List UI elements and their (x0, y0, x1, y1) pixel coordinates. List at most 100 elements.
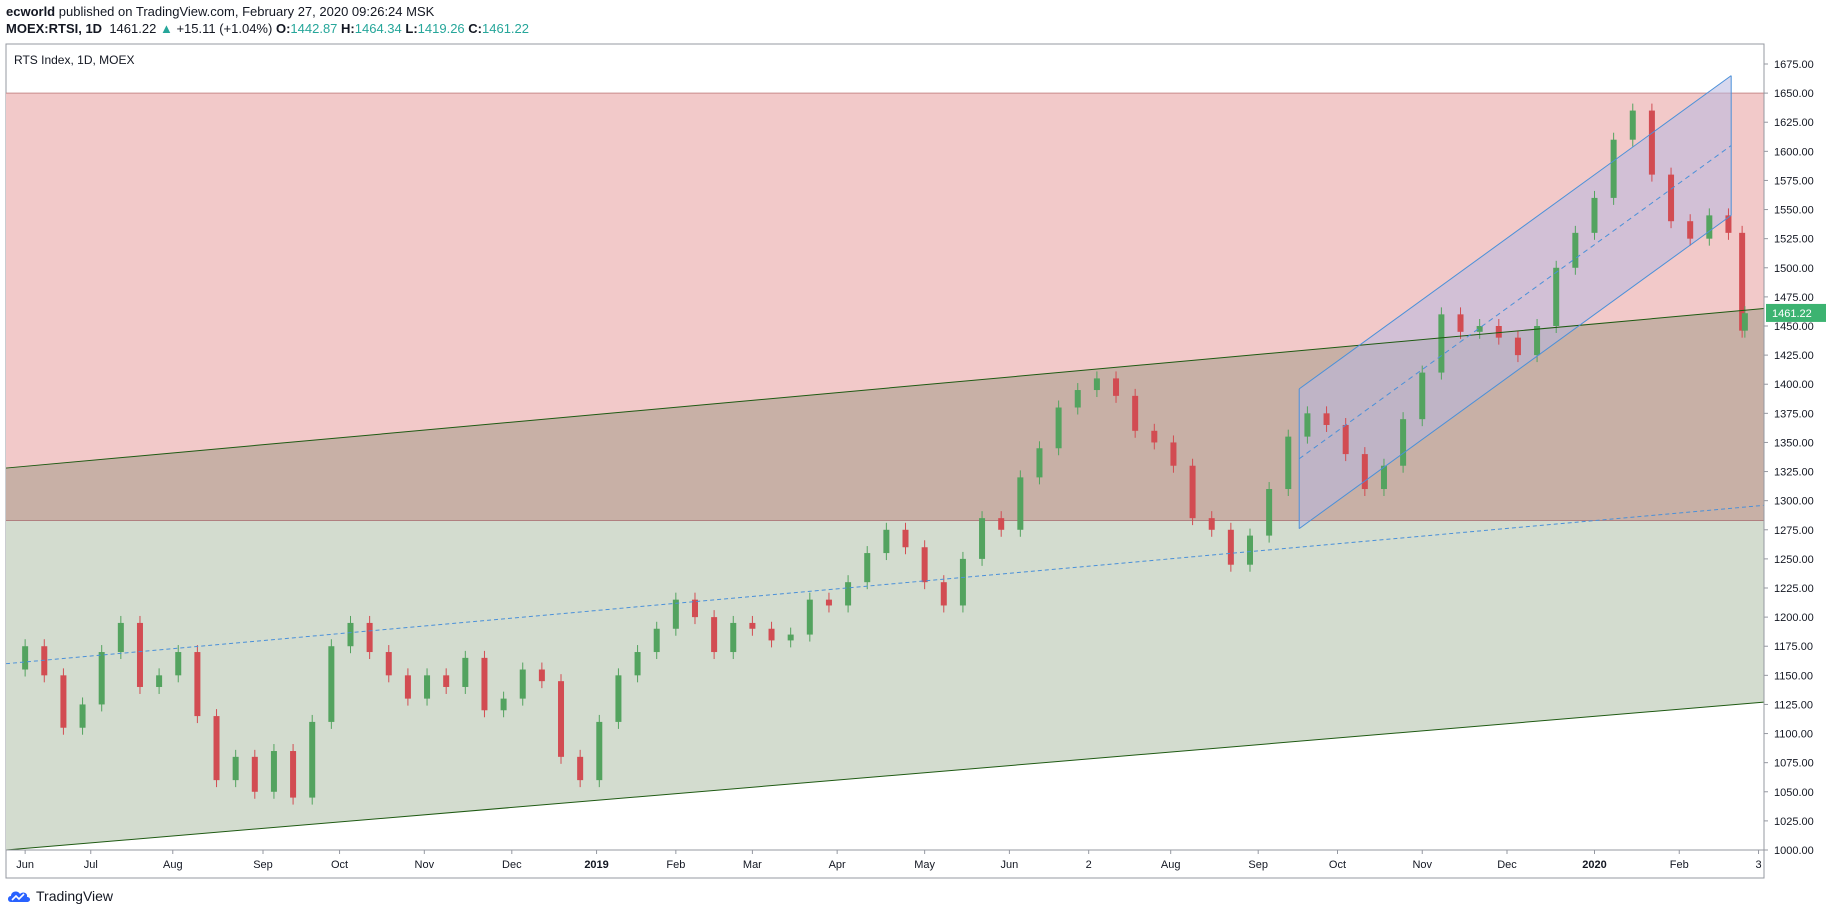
x-tick-label: Nov (1412, 859, 1432, 871)
candle-body (1304, 413, 1311, 437)
ohlc-line: MOEX:RTSI, 1D 1461.22 ▲ +15.11 (+1.04%) … (6, 21, 529, 37)
x-tick-label: Oct (1329, 859, 1346, 871)
candle-body (1739, 232, 1746, 331)
candle-body (1610, 139, 1617, 198)
candle-body (328, 646, 335, 722)
candle-body (1741, 313, 1748, 331)
candle-body (194, 652, 201, 717)
x-tick-label: Jun (1001, 859, 1019, 871)
candle-body (366, 622, 373, 653)
candle-body (270, 751, 277, 792)
y-tick-label: 1275.00 (1774, 525, 1814, 537)
y-tick-label: 1300.00 (1774, 496, 1814, 508)
candle-body (1189, 465, 1196, 519)
x-tick-label: Mar (743, 859, 762, 871)
candle-body (1036, 448, 1043, 478)
candle-body (806, 599, 813, 635)
candle-body (424, 675, 431, 699)
candle-body (1457, 314, 1464, 332)
candle-body (940, 582, 947, 606)
candle-body (79, 704, 86, 728)
publish-line: ecworld published on TradingView.com, Fe… (6, 4, 434, 20)
candle-body (768, 628, 775, 641)
candle-body (749, 622, 756, 629)
candle-body (1495, 326, 1502, 338)
author-name[interactable]: ecworld (6, 4, 56, 19)
candle-body (1438, 314, 1445, 373)
candle-body (634, 652, 641, 676)
y-tick-label: 1550.00 (1774, 205, 1814, 217)
candle-body (1725, 215, 1732, 233)
candle-body (500, 698, 507, 711)
high-label: H: (341, 21, 355, 36)
candle-body (1093, 378, 1100, 391)
lower-trend-line (5, 701, 1765, 851)
candle-body (1687, 221, 1694, 239)
candle-body (672, 599, 679, 629)
candle-body (41, 646, 48, 676)
candle-body (1017, 477, 1024, 530)
candle-body (1266, 489, 1273, 536)
candle-body (519, 669, 526, 699)
y-tick-label: 1175.00 (1774, 641, 1813, 653)
x-tick-label: Jul (84, 859, 98, 871)
last-price: 1461.22 (109, 21, 157, 36)
candle-body (730, 622, 737, 653)
candle-body (175, 652, 182, 676)
candle-body (845, 582, 852, 606)
candle-body (1648, 110, 1655, 175)
x-tick-label: Jun (16, 859, 34, 871)
x-tick-label: May (914, 859, 935, 871)
candle-body (1706, 215, 1713, 239)
close-value: 1461.22 (482, 21, 529, 36)
candle-body (1132, 395, 1139, 431)
open-label: O: (275, 21, 291, 36)
x-tick-label: 2020 (1582, 859, 1606, 871)
y-tick-label: 1125.00 (1774, 699, 1813, 711)
y-tick-label: 1400.00 (1774, 379, 1814, 391)
candle-body (309, 721, 316, 798)
candle-body (481, 657, 488, 711)
y-tick-label: 1625.00 (1774, 117, 1814, 129)
x-tick-label: Aug (163, 859, 183, 871)
y-tick-label: 1050.00 (1774, 787, 1814, 799)
x-tick-label: 2019 (584, 859, 608, 871)
x-tick-label: Dec (502, 859, 522, 871)
candle-body (1380, 465, 1387, 490)
candle-body (98, 652, 105, 705)
chart-canvas[interactable]: RTS Index, 1D, MOEX 1000.00 1025.00 1050.0… (0, 0, 1828, 880)
tradingview-cloud-icon (8, 891, 30, 902)
x-tick-label: Oct (331, 859, 348, 871)
candle-body (959, 558, 966, 606)
y-tick-label: 1225.00 (1774, 583, 1814, 595)
candle-body (1246, 535, 1253, 565)
candle-body (22, 646, 29, 670)
candle-body (615, 675, 622, 722)
candle-body (404, 675, 411, 699)
candle-body (864, 553, 871, 583)
close-label: C: (468, 21, 482, 36)
tradingview-brand: TradingView (36, 888, 114, 904)
candle-body (1342, 424, 1349, 455)
low-value: 1419.26 (417, 21, 465, 36)
y-tick-label: 1075.00 (1774, 758, 1814, 770)
candle-body (290, 751, 297, 798)
support-zone (6, 520, 1764, 850)
regression-upper-line (1298, 75, 1732, 390)
y-tick-label: 1575.00 (1774, 175, 1814, 187)
candle-body (117, 622, 124, 653)
candle-body (711, 617, 718, 653)
candle-body (1476, 326, 1483, 332)
y-tick-label: 1475.00 (1774, 292, 1814, 304)
candle-body (136, 622, 143, 687)
x-tick-label: Feb (666, 859, 685, 871)
candle-body (596, 721, 603, 781)
regression-channel-fill (1299, 75, 1732, 529)
upper-trend-line (5, 308, 1765, 469)
candle-body (213, 716, 220, 781)
candle-body (1419, 372, 1426, 420)
x-tick-label: Nov (415, 859, 435, 871)
y-tick-label: 1250.00 (1774, 554, 1814, 566)
tradingview-footer[interactable]: TradingView (6, 888, 113, 904)
candle-body (883, 529, 890, 554)
